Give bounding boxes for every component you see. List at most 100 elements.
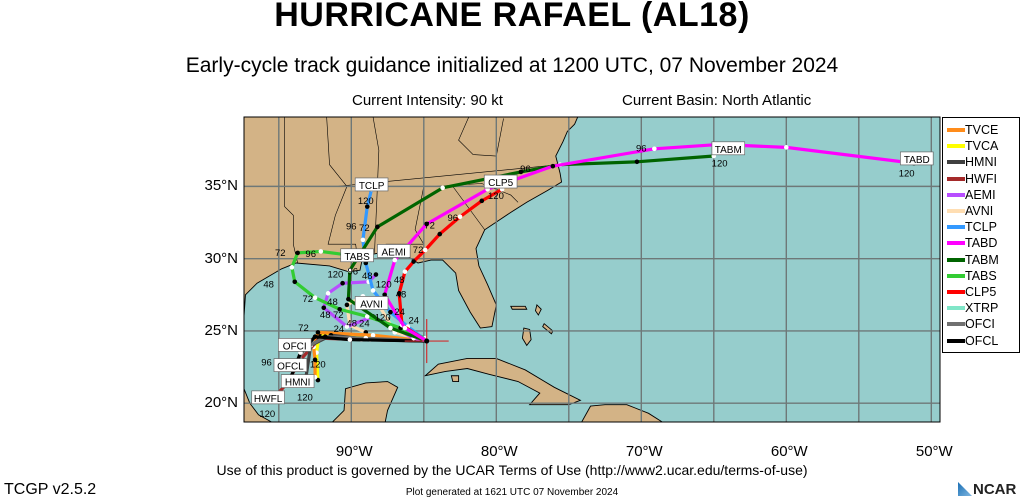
legend-label: XTRP xyxy=(965,301,999,316)
track-label-box xyxy=(900,151,934,166)
forecast-hour-label: 120 xyxy=(375,313,391,324)
track-point-aemi xyxy=(344,324,350,329)
legend-item-tabd: TABD xyxy=(947,235,1019,251)
track-tvce xyxy=(312,330,429,379)
legend-swatch xyxy=(947,128,965,133)
legend-item-clp5: CLP5 xyxy=(947,284,1019,300)
track-label-box xyxy=(711,141,746,156)
forecast-hour-label: 24 xyxy=(394,307,405,318)
state-border xyxy=(326,117,358,256)
legend-swatch xyxy=(947,144,965,149)
track-label-avni: AVNI xyxy=(354,296,389,310)
legend-label: HWFI xyxy=(965,171,997,186)
track-point-tabm xyxy=(388,325,393,331)
track-point-tabd xyxy=(402,325,408,331)
lon-tick-label: 60°W xyxy=(770,443,808,460)
generated-timestamp: Plot generated at 1621 UTC 07 November 2… xyxy=(405,487,619,498)
lon-tick-label: 80°W xyxy=(480,443,518,460)
track-point-tabs xyxy=(337,306,343,312)
legend-label: AVNI xyxy=(965,204,994,219)
forecast-hour-label: 96 xyxy=(347,267,358,278)
page-title: HURRICANE RAFAEL (AL18) xyxy=(274,0,750,34)
track-label-tabs: TABS xyxy=(340,248,374,263)
track-label-box xyxy=(273,358,308,372)
forecast-hour-label: 120 xyxy=(712,158,728,169)
forecast-hour-label: 120 xyxy=(899,168,915,179)
track-label-ofcl: OFCL xyxy=(273,358,308,373)
track-label-text: CLP5 xyxy=(488,178,513,189)
track-point-clp5 xyxy=(457,214,463,220)
forecast-hour-label: 96 xyxy=(346,222,357,233)
legend-item-avni: AVNI xyxy=(947,203,1019,219)
lat-tick-label: 30°N xyxy=(204,249,238,267)
legend-item-tabm: TABM xyxy=(947,252,1019,268)
land-jamaica xyxy=(521,425,550,432)
land-hispaniola xyxy=(581,404,664,422)
forecast-hour-label: 72 xyxy=(298,323,309,334)
land-abaco xyxy=(534,304,542,316)
land-grand-bahama xyxy=(510,305,528,310)
track-label-text: OFCL xyxy=(277,362,304,373)
forecast-hour-label: 24 xyxy=(359,319,370,330)
track-label-text: AVNI xyxy=(360,299,383,310)
track-point-tabm xyxy=(518,169,524,175)
page-subtitle: Early-cycle track guidance initialized a… xyxy=(185,54,839,77)
track-point-avni xyxy=(344,302,350,308)
track-label-text: TABS xyxy=(344,252,370,263)
ncar-logo-icon xyxy=(958,482,972,496)
track-tabm xyxy=(346,154,716,343)
legend-swatch xyxy=(947,176,965,181)
track-label-box xyxy=(354,296,389,310)
track-point-aemi xyxy=(321,305,327,311)
track-label-box xyxy=(377,244,411,258)
lon-tick-label: 50°W xyxy=(915,443,953,460)
forecast-hour-label: 48 xyxy=(263,280,274,291)
track-point-clp5 xyxy=(479,198,485,204)
track-point-tabm xyxy=(375,224,380,230)
legend-label: AEMI xyxy=(965,187,996,202)
track-point-tabm xyxy=(440,185,445,191)
legend: TVCE TVCA HMNI HWFI AEMI AVNI TCLP TABD TABM TABS… xyxy=(942,117,1020,353)
forecast-hour-label: 96 xyxy=(520,164,531,175)
forecast-hour-label: 96 xyxy=(261,358,272,369)
track-point-tabd xyxy=(784,145,789,150)
legend-label: OFCI xyxy=(965,317,995,332)
track-point-aemi xyxy=(325,291,331,296)
track-label-hwfl: HWFL xyxy=(251,390,285,405)
legend-label: HMNI xyxy=(965,155,997,170)
labels-layer: TCLP TABS AEMI AVNI CLP5 TABM TABD OFCI OFCL HMNI… xyxy=(251,141,934,420)
track-point-tabd xyxy=(652,146,657,152)
legend-swatch xyxy=(947,273,965,278)
track-point-tclp xyxy=(388,309,393,315)
track-label-text: TABM xyxy=(715,145,742,156)
legend-swatch xyxy=(947,192,965,197)
forecast-hour-label: 72 xyxy=(424,220,435,231)
forecast-hour-label: 120 xyxy=(488,191,504,202)
forecast-hour-label: 120 xyxy=(327,269,343,280)
track-clp5 xyxy=(397,187,504,343)
current-intensity: Current Intensity: 90 kt xyxy=(352,92,503,109)
track-label-text: TCLP xyxy=(359,181,385,192)
legend-item-hmni: HMNI xyxy=(947,154,1019,170)
legend-item-tabs: TABS xyxy=(947,268,1019,284)
track-point-clp5 xyxy=(437,231,443,237)
legend-swatch xyxy=(947,257,965,262)
legend-swatch xyxy=(947,338,965,343)
state-border xyxy=(458,117,504,157)
legend-item-ofci: OFCI xyxy=(947,316,1019,332)
lat-tick-label: 35°N xyxy=(204,177,238,195)
legend-item-ofcl: OFCL xyxy=(947,332,1019,348)
land-isle-of-youth xyxy=(450,375,460,382)
legend-swatch xyxy=(947,241,965,246)
track-label-box xyxy=(251,390,285,405)
version-label: TCGP v2.5.2 xyxy=(4,481,97,498)
track-label-hmni: HMNI xyxy=(280,374,315,389)
forecast-hour-label: 72 xyxy=(359,223,370,234)
state-border xyxy=(284,117,298,264)
legend-item-aemi: AEMI xyxy=(947,187,1019,203)
track-point-tvce xyxy=(312,357,318,363)
lon-tick-label: 70°W xyxy=(625,443,663,460)
legend-label: CLP5 xyxy=(965,284,997,299)
forecast-hour-label: 96 xyxy=(305,249,316,260)
track-point-tabd xyxy=(392,257,398,263)
